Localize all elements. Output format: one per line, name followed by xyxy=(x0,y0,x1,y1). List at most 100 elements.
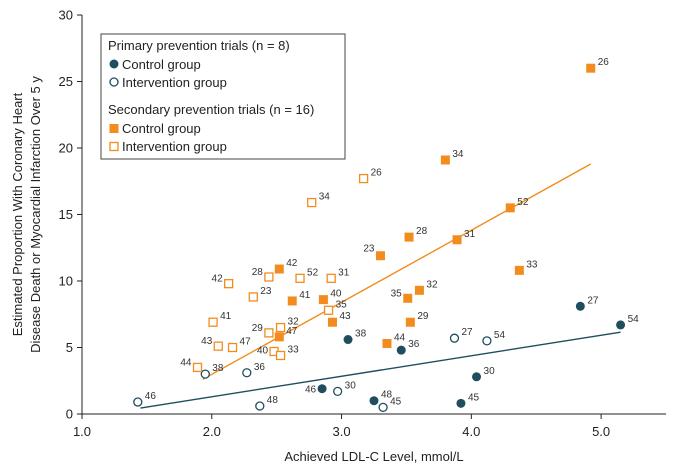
legend: Primary prevention trials (n = 8) Contro… xyxy=(100,33,346,160)
secondary-control-point xyxy=(274,332,284,342)
secondary-control-point-label: 35 xyxy=(391,288,403,299)
x-tick-label: 5.0 xyxy=(592,424,610,439)
primary-intervention-point xyxy=(482,336,492,346)
plot-area: 0 5 10 15 20 25 30 1.0 2.0 3.0 4.0 5.0 38 36 46 48 30 45 2… xyxy=(59,8,666,439)
primary-intervention-point-label: 36 xyxy=(254,362,266,373)
y-tick-label: 10 xyxy=(59,274,73,289)
secondary-intervention-point xyxy=(227,342,238,353)
secondary-intervention-point-label: 41 xyxy=(220,311,232,322)
secondary-intervention-point xyxy=(275,322,286,333)
x-tick-label: 1.0 xyxy=(73,424,91,439)
secondary-control-point-label: 43 xyxy=(339,311,351,322)
primary-intervention-point-label: 30 xyxy=(345,380,357,391)
primary-control-point xyxy=(343,335,353,345)
y-axis-title-line-1: Estimated Proportion With Coronary Heart xyxy=(10,92,25,336)
y-tick-label: 15 xyxy=(59,207,73,222)
secondary-control-point xyxy=(318,295,328,305)
secondary-control-point-label: 29 xyxy=(417,311,429,322)
secondary-control-point-label: 40 xyxy=(330,289,342,300)
primary-control-point xyxy=(472,372,482,382)
primary-intervention-point xyxy=(255,401,265,411)
primary-control-point xyxy=(616,320,626,330)
primary-intervention-point xyxy=(449,333,460,343)
secondary-intervention-point-label: 42 xyxy=(212,274,224,285)
primary-control-point-label: 45 xyxy=(468,392,480,403)
secondary-intervention-point-label: 35 xyxy=(336,299,348,310)
secondary-control-point-label: 41 xyxy=(299,290,311,301)
secondary-control-point-label: 28 xyxy=(416,226,428,237)
y-tick-label: 20 xyxy=(59,141,73,156)
secondary-intervention-point-label: 33 xyxy=(288,344,300,355)
primary-intervention-point-label: 38 xyxy=(212,363,224,374)
secondary-intervention-point xyxy=(264,272,274,282)
secondary-control-point-label: 31 xyxy=(464,229,476,240)
x-tick-label: 3.0 xyxy=(333,424,351,439)
x-tick-label: 2.0 xyxy=(203,424,221,439)
legend-primary-control-marker xyxy=(109,59,119,69)
primary-control-point xyxy=(317,384,327,394)
legend-primary-header: Primary prevention trials (n = 8) xyxy=(108,38,290,53)
secondary-control-point xyxy=(586,63,596,73)
legend-secondary-control-marker xyxy=(109,124,119,133)
secondary-intervention-point xyxy=(192,362,203,373)
primary-control-point-label: 27 xyxy=(587,295,599,306)
secondary-intervention-point xyxy=(295,273,305,283)
primary-control-point xyxy=(396,345,406,355)
secondary-control-point xyxy=(287,296,297,306)
secondary-intervention-point-label: 26 xyxy=(371,168,383,179)
secondary-intervention-point xyxy=(323,305,334,315)
primary-intervention-point xyxy=(333,386,343,397)
secondary-intervention-point xyxy=(275,350,286,361)
secondary-control-point-label: 23 xyxy=(363,244,375,255)
x-axis-title: Achieved LDL-C Level, mmol/L xyxy=(284,449,463,464)
primary-control-point xyxy=(369,396,379,406)
legend-secondary-control-label: Control group xyxy=(122,121,201,136)
legend-primary-control-label: Control group xyxy=(122,57,201,72)
primary-intervention-point xyxy=(200,369,210,379)
secondary-control-point-label: 44 xyxy=(394,333,406,344)
secondary-control-point-label: 47 xyxy=(286,326,298,337)
secondary-intervention-point-label: 23 xyxy=(260,286,272,297)
primary-intervention-point xyxy=(133,397,143,407)
legend-secondary-header: Secondary prevention trials (n = 16) xyxy=(108,102,314,117)
primary-control-point-label: 30 xyxy=(484,366,496,377)
secondary-control-point xyxy=(452,235,462,245)
secondary-trend-line xyxy=(202,163,592,381)
legend-secondary-intervention-label: Intervention group xyxy=(122,139,227,154)
primary-control-point-label: 54 xyxy=(628,314,640,325)
secondary-control-point xyxy=(414,285,424,295)
primary-trend-line xyxy=(140,331,621,409)
primary-intervention-point xyxy=(242,368,252,378)
secondary-intervention-point-label: 40 xyxy=(257,345,269,356)
secondary-intervention-point xyxy=(223,279,234,289)
secondary-control-point xyxy=(404,232,414,242)
primary-control-point-label: 36 xyxy=(408,339,420,350)
secondary-intervention-point xyxy=(326,273,336,283)
secondary-intervention-point xyxy=(264,328,274,338)
secondary-intervention-point-label: 44 xyxy=(180,357,192,368)
secondary-intervention-point-label: 47 xyxy=(240,337,252,348)
primary-control-point-label: 48 xyxy=(381,390,393,401)
legend-primary-intervention-label: Intervention group xyxy=(122,75,227,90)
secondary-intervention-point xyxy=(248,292,258,302)
secondary-intervention-point-label: 28 xyxy=(252,267,264,278)
secondary-control-point xyxy=(382,339,392,349)
secondary-control-point-label: 52 xyxy=(517,197,529,208)
y-axis-title-line-2: Disease Death or Myocardial Infarction O… xyxy=(28,76,43,353)
secondary-control-point-label: 34 xyxy=(452,149,464,160)
secondary-intervention-point-label: 31 xyxy=(338,267,350,278)
legend-box xyxy=(100,33,346,160)
secondary-control-point xyxy=(514,265,524,275)
secondary-intervention-point xyxy=(208,317,218,327)
secondary-control-point-label: 33 xyxy=(526,259,538,270)
y-tick-label: 5 xyxy=(66,340,73,355)
secondary-intervention-point-label: 32 xyxy=(288,317,300,328)
secondary-control-point xyxy=(440,155,450,165)
secondary-intervention-point xyxy=(213,341,223,351)
secondary-intervention-point xyxy=(358,173,369,184)
primary-intervention-point xyxy=(378,402,388,413)
primary-control-point xyxy=(575,301,585,311)
secondary-intervention-point-label: 34 xyxy=(319,192,331,203)
legend-primary-intervention-marker xyxy=(109,77,119,87)
y-tick-label: 30 xyxy=(59,8,73,23)
